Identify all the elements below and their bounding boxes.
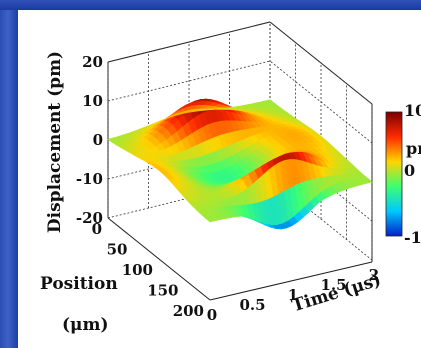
y-tick-labels: 0 0.5 1 1.5 2 xyxy=(207,266,379,324)
y-axis-line xyxy=(209,261,373,301)
x-tick-label: 50 xyxy=(107,241,128,259)
x-axis-label-line2: (μm) xyxy=(62,315,109,335)
x-tick-label: 200 xyxy=(173,302,204,320)
back-edge-top xyxy=(107,21,271,63)
z-tick-label: 20 xyxy=(82,53,103,71)
surface-patch xyxy=(107,137,119,143)
x-axis-line xyxy=(107,217,211,301)
colorbar-tick-label: 0 xyxy=(404,161,415,180)
z-tick-label: 10 xyxy=(82,92,103,110)
colorbar-tick-label: -10 xyxy=(404,228,421,247)
colorbar-tick-labels: 10 0 -10 xyxy=(404,101,421,247)
colorbar-gradient xyxy=(385,111,403,237)
background-band-top xyxy=(0,0,421,10)
colorbar-tick-label: 10 xyxy=(404,101,421,120)
background-band-left xyxy=(0,0,18,348)
x-tick-labels: 0 50 100 150 200 xyxy=(92,220,204,320)
y-tick-label: 1 xyxy=(288,286,298,304)
z-tick-label: 0 xyxy=(93,131,103,149)
z-tick-labels: 20 10 0 -10 -20 xyxy=(76,53,103,227)
y-tick-label: 0 xyxy=(207,306,217,324)
x-axis-label-line1: Position xyxy=(40,274,118,294)
y-tick-label: 2 xyxy=(369,266,379,284)
colorbar-unit: pm xyxy=(406,139,421,158)
x-tick-label: 100 xyxy=(122,261,153,279)
grid-line-z xyxy=(107,21,373,105)
colorbar: 10 0 -10 pm xyxy=(385,101,421,247)
y-tick-label: 1.5 xyxy=(320,276,346,294)
z-tick-label: -20 xyxy=(76,209,103,227)
z-tick-label: -10 xyxy=(76,170,103,188)
surface xyxy=(107,98,373,230)
x-tick-label: 150 xyxy=(147,282,178,300)
x-tick-label: 0 xyxy=(92,220,102,238)
y-tick-label: 0.5 xyxy=(239,296,265,314)
z-axis-label: Displacement (pm) xyxy=(45,51,65,233)
